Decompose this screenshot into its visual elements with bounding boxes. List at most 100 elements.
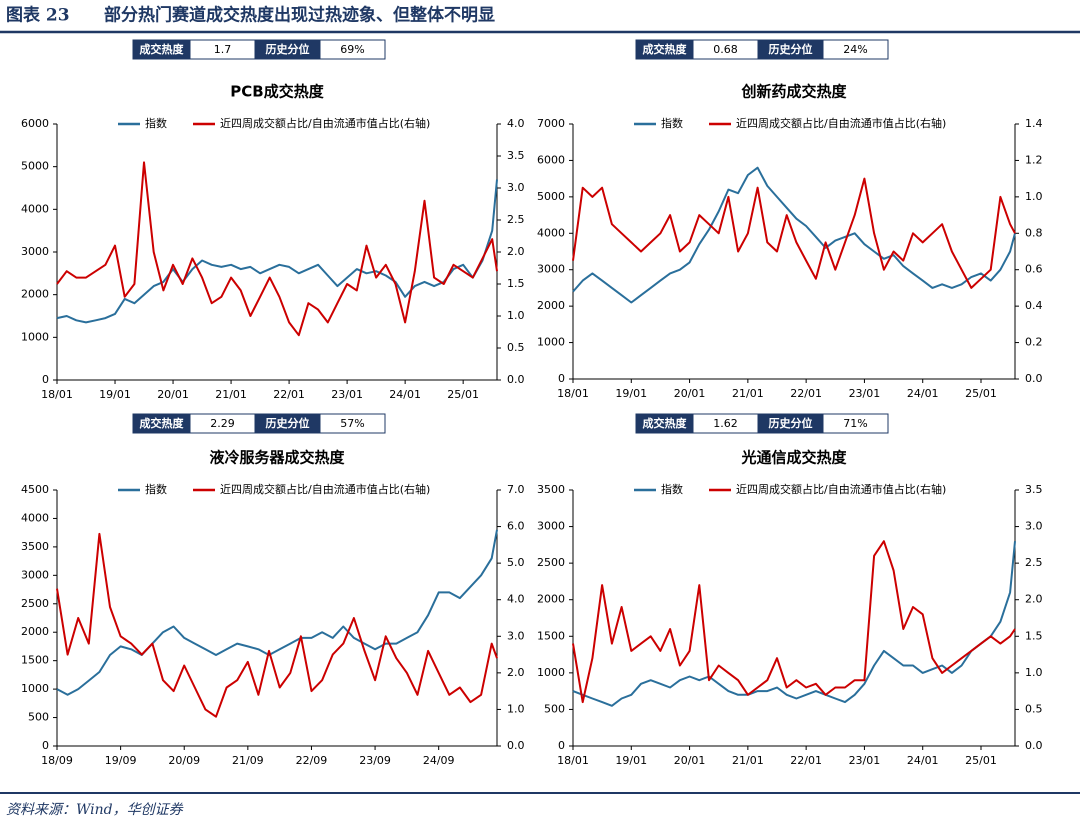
y-tick-label: 3500 — [21, 540, 49, 553]
stat-value: 1.7 — [214, 43, 232, 56]
x-tick-label: 20/09 — [168, 754, 200, 767]
y2-tick-label: 1.0 — [1025, 666, 1043, 679]
legend-label: 近四周成交额占比/自由流通市值占比(右轴) — [220, 482, 430, 496]
y2-tick-label: 0.0 — [1025, 372, 1043, 385]
x-tick-label: 18/01 — [557, 754, 589, 767]
stat-value-cell — [822, 413, 889, 434]
y-tick-label: 1000 — [537, 336, 565, 349]
y-tick-label: 4000 — [21, 511, 49, 524]
y-tick-label: 2000 — [537, 593, 565, 606]
x-tick-label: 19/01 — [615, 387, 647, 400]
chart-title: PCB成交热度 — [230, 83, 324, 101]
x-tick-label: 24/01 — [389, 388, 421, 401]
stat-value: 71% — [843, 417, 867, 430]
figure-number: 图表 23 — [6, 5, 70, 26]
legend-label: 指数 — [145, 116, 167, 130]
y2-tick-label: 3.5 — [507, 149, 525, 162]
series-line — [56, 161, 498, 337]
y-tick-label: 0 — [558, 372, 565, 385]
series-line — [572, 541, 1016, 707]
y2-tick-label: 2.0 — [507, 666, 525, 679]
y2-tick-label: 5.0 — [507, 556, 525, 569]
y-tick-label: 2000 — [21, 625, 49, 638]
y2-tick-label: 0.5 — [507, 341, 525, 354]
y-tick-label: 5000 — [21, 160, 49, 173]
y-tick-label: 2500 — [537, 556, 565, 569]
y-tick-label: 3500 — [537, 483, 565, 496]
x-tick-label: 24/01 — [907, 754, 939, 767]
x-tick-label: 22/01 — [273, 388, 305, 401]
y2-tick-label: 2.0 — [1025, 593, 1043, 606]
y-tick-label: 2000 — [537, 299, 565, 312]
x-tick-label: 18/09 — [41, 754, 73, 767]
y2-tick-label: 1.5 — [507, 277, 525, 290]
y2-tick-label: 7.0 — [507, 483, 525, 496]
stat-value: 57% — [340, 417, 364, 430]
series-line — [56, 532, 498, 718]
x-tick-label: 22/01 — [790, 754, 822, 767]
y-tick-label: 0 — [558, 739, 565, 752]
y-tick-label: 500 — [544, 702, 565, 715]
y2-tick-label: 0.0 — [1025, 739, 1043, 752]
y2-tick-label: 1.5 — [1025, 629, 1043, 642]
y-tick-label: 2500 — [21, 597, 49, 610]
x-tick-label: 25/01 — [965, 754, 997, 767]
stat-value-cell — [319, 413, 386, 434]
series-line — [572, 177, 1016, 289]
x-tick-label: 24/09 — [423, 754, 455, 767]
y2-tick-label: 0.5 — [1025, 702, 1043, 715]
y2-tick-label: 1.0 — [1025, 190, 1043, 203]
legend-label: 近四周成交额占比/自由流通市值占比(右轴) — [736, 482, 946, 496]
y2-tick-label: 0.8 — [1025, 226, 1043, 239]
y-tick-label: 3000 — [21, 568, 49, 581]
chart-title: 创新药成交热度 — [740, 83, 847, 101]
y-tick-label: 500 — [28, 711, 49, 724]
stat-label: 成交热度 — [140, 42, 185, 56]
y2-tick-label: 4.0 — [507, 593, 525, 606]
stat-label: 成交热度 — [643, 42, 688, 56]
x-tick-label: 23/01 — [849, 387, 881, 400]
stat-label: 历史分位 — [266, 416, 310, 430]
y2-tick-label: 0.2 — [1025, 336, 1043, 349]
y2-tick-label: 6.0 — [507, 520, 525, 533]
x-tick-label: 23/09 — [359, 754, 391, 767]
stat-value: 2.29 — [210, 417, 235, 430]
x-tick-label: 24/01 — [907, 387, 939, 400]
y2-tick-label: 2.5 — [1025, 556, 1043, 569]
y-tick-label: 1000 — [21, 682, 49, 695]
stat-value: 24% — [843, 43, 867, 56]
y2-tick-label: 3.0 — [1025, 520, 1043, 533]
stat-label: 历史分位 — [769, 42, 813, 56]
stat-value: 0.68 — [713, 43, 738, 56]
y-tick-label: 6000 — [537, 153, 565, 166]
y-tick-label: 2000 — [21, 288, 49, 301]
stat-label: 历史分位 — [266, 42, 310, 56]
x-tick-label: 25/01 — [965, 387, 997, 400]
chart-title: 液冷服务器成交热度 — [209, 449, 345, 467]
y2-tick-label: 1.0 — [507, 702, 525, 715]
stat-value-cell — [319, 39, 386, 60]
legend-label: 指数 — [145, 482, 167, 496]
x-tick-label: 22/01 — [790, 387, 822, 400]
y-tick-label: 4500 — [21, 483, 49, 496]
stat-label: 历史分位 — [769, 416, 813, 430]
x-tick-label: 23/01 — [849, 754, 881, 767]
series-line — [572, 540, 1016, 704]
y2-tick-label: 2.0 — [507, 245, 525, 258]
x-tick-label: 19/01 — [615, 754, 647, 767]
y2-tick-label: 1.4 — [1025, 117, 1043, 130]
stat-label: 成交热度 — [140, 416, 185, 430]
stat-label: 成交热度 — [643, 416, 688, 430]
chart-title: 光通信成交热度 — [740, 449, 847, 467]
legend-label: 近四周成交额占比/自由流通市值占比(右轴) — [736, 116, 946, 130]
x-tick-label: 25/01 — [447, 388, 479, 401]
stat-value: 1.62 — [713, 417, 738, 430]
y2-tick-label: 0.6 — [1025, 263, 1043, 276]
y-tick-label: 1000 — [21, 330, 49, 343]
y2-tick-label: 0.0 — [507, 739, 525, 752]
y-tick-label: 3000 — [537, 263, 565, 276]
y2-tick-label: 2.5 — [507, 213, 525, 226]
stat-value-cell — [822, 39, 889, 60]
